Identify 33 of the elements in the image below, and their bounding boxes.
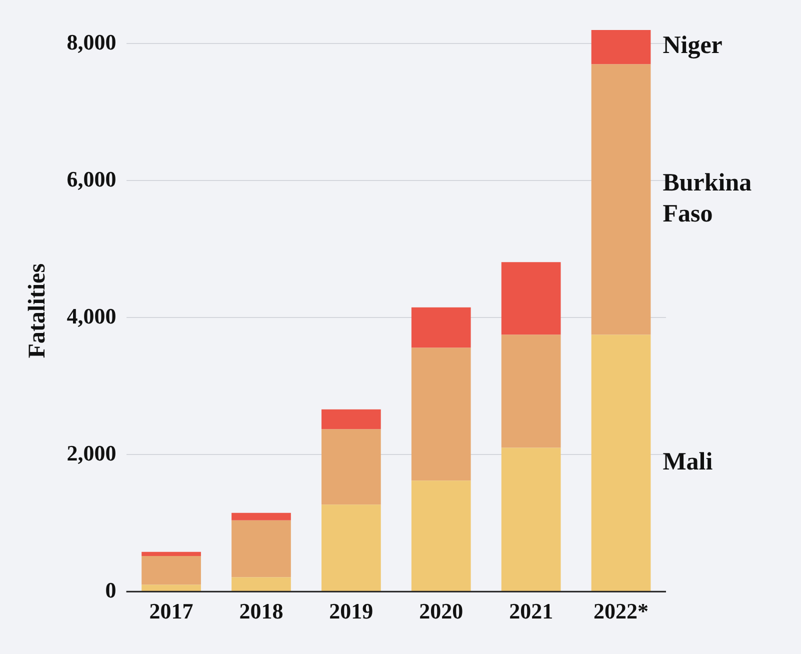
y-tick-label: 2,000 [66, 440, 116, 466]
bar [232, 520, 291, 578]
series-label: Burkina Faso [662, 169, 752, 228]
bar [411, 480, 471, 592]
bar [321, 429, 381, 505]
x-tick-label: 2019 [329, 598, 374, 624]
bar [142, 552, 201, 556]
y-tick-label: 8,000 [66, 29, 116, 54]
bar [321, 504, 381, 592]
series-label: Niger [662, 32, 722, 59]
bar [591, 334, 651, 592]
x-tick-label: 2018 [239, 598, 284, 624]
series-label: Mali [662, 448, 713, 476]
bar [501, 448, 561, 592]
bar [411, 307, 471, 348]
x-tick-label: 2017 [149, 598, 194, 624]
x-tick-label: 2021 [509, 598, 554, 624]
bar [591, 30, 651, 64]
y-tick-label: 0 [105, 577, 116, 602]
bar [232, 577, 291, 592]
bar [232, 512, 291, 520]
x-tick-label: 2020 [419, 598, 464, 624]
bar [591, 64, 651, 335]
y-tick-label: 4,000 [66, 303, 116, 328]
x-tick-label: 2022* [594, 598, 649, 624]
bar [501, 334, 561, 448]
bar [142, 584, 201, 592]
bar [321, 409, 381, 430]
bar [142, 556, 201, 585]
y-tick-label: 6,000 [66, 166, 116, 192]
y-axis-title: Fatalities [24, 263, 51, 358]
bar [501, 262, 561, 335]
bar [411, 348, 471, 481]
